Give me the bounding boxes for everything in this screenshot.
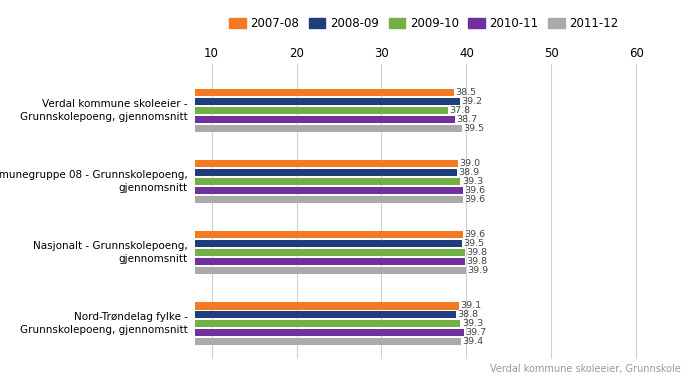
Text: 39.5: 39.5 — [464, 239, 484, 248]
Text: 38.7: 38.7 — [457, 115, 477, 124]
Text: 39.5: 39.5 — [464, 124, 484, 133]
Bar — [126, 187, 463, 194]
Text: 39.8: 39.8 — [466, 248, 487, 257]
Bar — [126, 240, 462, 248]
Bar — [126, 116, 455, 123]
Bar — [126, 107, 448, 115]
Bar — [126, 160, 458, 167]
Bar — [126, 249, 465, 256]
Text: 39.8: 39.8 — [466, 257, 487, 266]
Text: 39.3: 39.3 — [461, 177, 483, 186]
Text: 39.6: 39.6 — [464, 195, 485, 204]
Text: 38.5: 38.5 — [455, 88, 476, 97]
Text: 39.6: 39.6 — [464, 186, 485, 195]
Text: 39.1: 39.1 — [460, 301, 481, 310]
Bar — [126, 178, 461, 185]
Bar — [126, 124, 462, 132]
Bar — [126, 98, 459, 105]
Bar — [126, 338, 461, 345]
Bar — [126, 302, 459, 310]
Legend: 2007-08, 2008-09, 2009-10, 2010-11, 2011-12: 2007-08, 2008-09, 2009-10, 2010-11, 2011… — [224, 12, 623, 35]
Bar — [126, 258, 465, 265]
Text: 38.9: 38.9 — [459, 168, 480, 177]
Text: 38.8: 38.8 — [457, 310, 479, 319]
Bar — [126, 328, 464, 336]
Bar — [126, 88, 454, 96]
Text: 39.3: 39.3 — [461, 319, 483, 328]
Bar — [126, 320, 461, 327]
Text: 39.4: 39.4 — [463, 337, 484, 346]
Bar — [126, 169, 457, 177]
Text: Verdal kommune skoleeier, Grunnskole: Verdal kommune skoleeier, Grunnskole — [491, 364, 681, 374]
Text: 39.7: 39.7 — [465, 328, 486, 337]
Bar — [126, 195, 463, 203]
Bar — [126, 311, 456, 319]
Text: 39.9: 39.9 — [467, 266, 488, 275]
Bar — [126, 266, 466, 274]
Text: 39.2: 39.2 — [461, 97, 482, 106]
Text: 37.8: 37.8 — [449, 106, 470, 115]
Bar — [126, 231, 463, 239]
Text: 39.6: 39.6 — [464, 230, 485, 239]
Text: 39.0: 39.0 — [459, 159, 480, 168]
